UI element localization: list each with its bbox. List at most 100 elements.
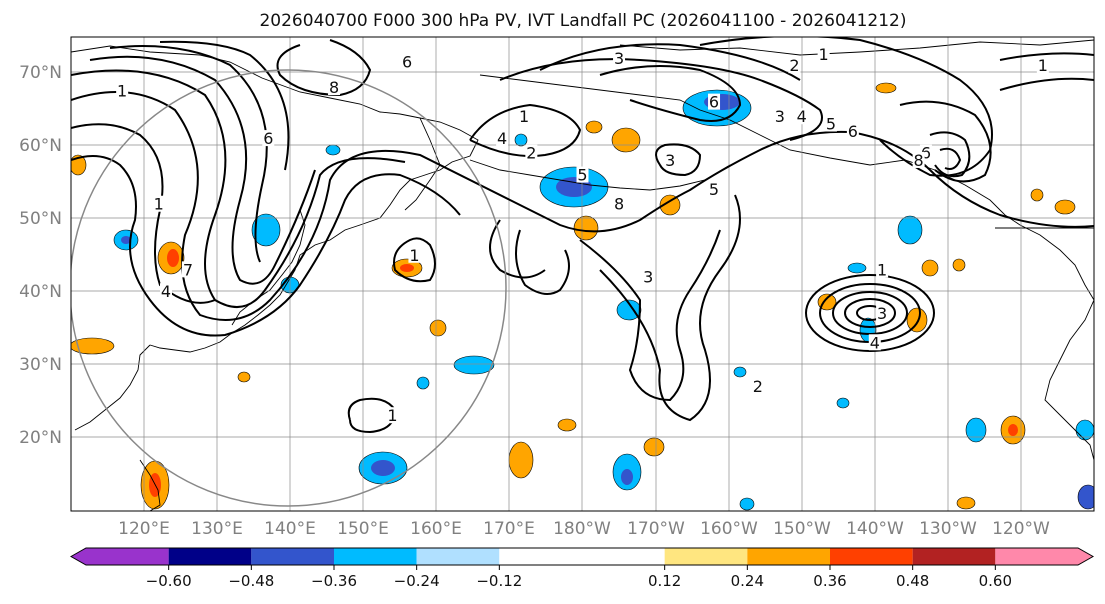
contour-label-bg xyxy=(708,181,721,198)
contour-label: 1 xyxy=(387,406,397,425)
lat-tick-label: 30°N xyxy=(19,355,62,375)
shade-blob xyxy=(921,259,939,277)
pv-contour xyxy=(109,45,268,263)
shade-blob xyxy=(167,249,179,267)
colorbar-tick-label: 0.36 xyxy=(813,572,846,590)
coastlines xyxy=(71,39,1094,511)
colorbar-extend-high xyxy=(1078,548,1093,565)
contour-label: 2 xyxy=(753,377,763,396)
pv-contour xyxy=(71,91,1094,321)
contour-label-bg xyxy=(181,261,194,278)
coastline-china xyxy=(74,344,151,431)
lon-tick-label: 120°E xyxy=(118,519,170,539)
contour-label-bg xyxy=(386,407,399,424)
contour-label-bg xyxy=(576,166,589,183)
contour-label: 3 xyxy=(877,304,887,323)
contour-label-bg xyxy=(795,108,808,125)
contour-label: 4 xyxy=(797,107,807,126)
contour-label-bg xyxy=(846,122,859,139)
contour-label-bg xyxy=(868,334,881,351)
coastline-japan xyxy=(231,209,306,326)
contour-label: 2 xyxy=(789,56,799,75)
contour-label-bg xyxy=(773,108,786,125)
contour-label-bg xyxy=(262,130,275,147)
shade-blob xyxy=(817,293,837,311)
shade-blob xyxy=(71,337,115,355)
contour-label-bg xyxy=(518,108,531,125)
contour-label: 4 xyxy=(161,282,171,301)
colorbar-cell xyxy=(251,548,334,565)
pv-contour xyxy=(929,131,971,178)
pv-contour xyxy=(71,155,461,337)
coastline-aleutians xyxy=(469,159,731,191)
shade-blob xyxy=(71,154,87,176)
shade-blob xyxy=(237,371,251,383)
contour-label-bg xyxy=(116,82,129,99)
colorbar-cell xyxy=(830,548,913,565)
pv-contour xyxy=(699,37,993,177)
colorbar-outline xyxy=(69,547,1095,566)
contour-label-bg xyxy=(159,283,172,300)
pv-contours xyxy=(71,37,1094,434)
coastline-arctic xyxy=(619,39,1094,56)
colorbar-cells xyxy=(69,547,1095,566)
pv-contour xyxy=(599,65,742,122)
pv-contour xyxy=(999,77,1094,91)
colorbar-cell xyxy=(334,548,417,565)
shade-blob xyxy=(514,133,528,147)
contour-label: 5 xyxy=(577,166,587,185)
lon-tick-label: 150°W xyxy=(773,519,831,539)
colorbar-cell xyxy=(416,548,500,565)
contour-label-bg xyxy=(152,195,165,212)
shade-blob xyxy=(956,496,976,510)
contour-label: 8 xyxy=(329,78,339,97)
pv-contour xyxy=(999,52,1094,61)
contour-label: 3 xyxy=(665,151,675,170)
colorbar-cell xyxy=(664,548,748,565)
colorbar-cell xyxy=(747,548,830,565)
shade-blob xyxy=(847,262,867,274)
contour-label: 6 xyxy=(263,129,273,148)
pv-contour xyxy=(805,274,935,352)
shade-blob xyxy=(906,307,928,333)
pv-contour xyxy=(579,229,721,402)
shade-blob xyxy=(1077,484,1094,510)
lat-axis: 20°N 30°N 40°N 50°N 60°N 70°N xyxy=(19,63,62,448)
contour-label: 7 xyxy=(183,260,193,279)
pv-contour xyxy=(539,43,801,81)
pv-contour xyxy=(159,40,290,171)
contour-label: 8 xyxy=(614,195,624,214)
lat-tick-label: 50°N xyxy=(19,209,62,229)
contour-label: 1 xyxy=(117,82,127,101)
contour-label-bg xyxy=(1036,57,1049,74)
shade-blob xyxy=(952,258,966,272)
pv-contour xyxy=(89,55,316,285)
contour-label-bg xyxy=(328,79,341,96)
shade-blob xyxy=(643,437,665,457)
contour-label-bg xyxy=(401,53,414,70)
colorbar-cell xyxy=(912,548,996,565)
map-frame xyxy=(70,36,1095,512)
contour-label: 3 xyxy=(614,49,624,68)
shade-blob xyxy=(1030,188,1044,202)
colorbar-tick-label: 0.48 xyxy=(896,572,929,590)
shade-blob xyxy=(573,215,599,241)
contour-label-bg xyxy=(496,130,509,147)
shade-blob xyxy=(1008,424,1018,436)
contour-label-bg xyxy=(824,115,837,132)
contour-label: 4 xyxy=(870,333,880,352)
shade-blob xyxy=(897,215,923,245)
contour-label-bg xyxy=(613,49,626,66)
colorbar-cell xyxy=(86,548,169,565)
shade-blob xyxy=(325,144,341,156)
shade-blob xyxy=(251,213,281,247)
lat-tick-label: 70°N xyxy=(19,63,62,83)
colorbar-extend-low xyxy=(71,548,86,565)
pv-contour xyxy=(393,237,436,283)
shade-blob xyxy=(965,417,987,443)
coastline-alaska xyxy=(479,74,1094,301)
shade-blob xyxy=(875,82,897,94)
shade-blob xyxy=(739,497,755,511)
shade-blob xyxy=(616,299,642,321)
